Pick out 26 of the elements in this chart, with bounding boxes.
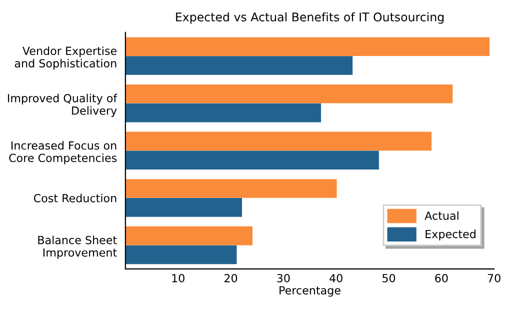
y-tick-label: Improved Quality of Delivery [8,94,118,117]
x-tick-label: 30 [277,274,290,282]
bar [125,37,490,56]
bar [125,179,337,198]
bar [125,132,432,151]
bar [125,226,253,246]
y-tick-label: Vendor Expertise and Sophistication [14,46,117,70]
x-tick-label: 20 [224,274,238,282]
x-tick-label: 40 [330,274,342,282]
bar [125,150,379,170]
legend-label: Expected [426,230,476,240]
x-tick-label: 70 [488,274,500,282]
bar [125,198,242,217]
y-tick-label: Balance Sheet Improvement [38,236,117,259]
bar [125,103,321,122]
bar [125,245,237,264]
y-tick-label: Cost Reduction [34,194,116,202]
legend-label: Actual [424,211,458,220]
bar [125,56,353,75]
x-axis-title: Percentage [280,286,340,297]
chart-title: Expected vs Actual Benefits of IT Outsourcing [176,12,444,24]
x-tick-label: 10 [172,274,184,282]
x-tick-label: 60 [435,274,448,282]
x-tick-label: 50 [382,274,396,282]
bar [125,84,453,104]
y-tick-label: Increased Focus on Core Competencies [9,141,117,164]
